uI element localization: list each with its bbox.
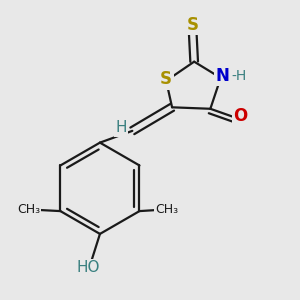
Text: N: N	[215, 67, 229, 85]
Text: CH₃: CH₃	[155, 203, 178, 216]
Text: S: S	[187, 16, 199, 34]
Text: S: S	[160, 70, 172, 88]
Text: H: H	[116, 120, 127, 135]
Text: O: O	[234, 107, 248, 125]
Text: CH₃: CH₃	[17, 203, 41, 216]
Text: -H: -H	[231, 68, 247, 83]
Text: HO: HO	[76, 260, 100, 275]
